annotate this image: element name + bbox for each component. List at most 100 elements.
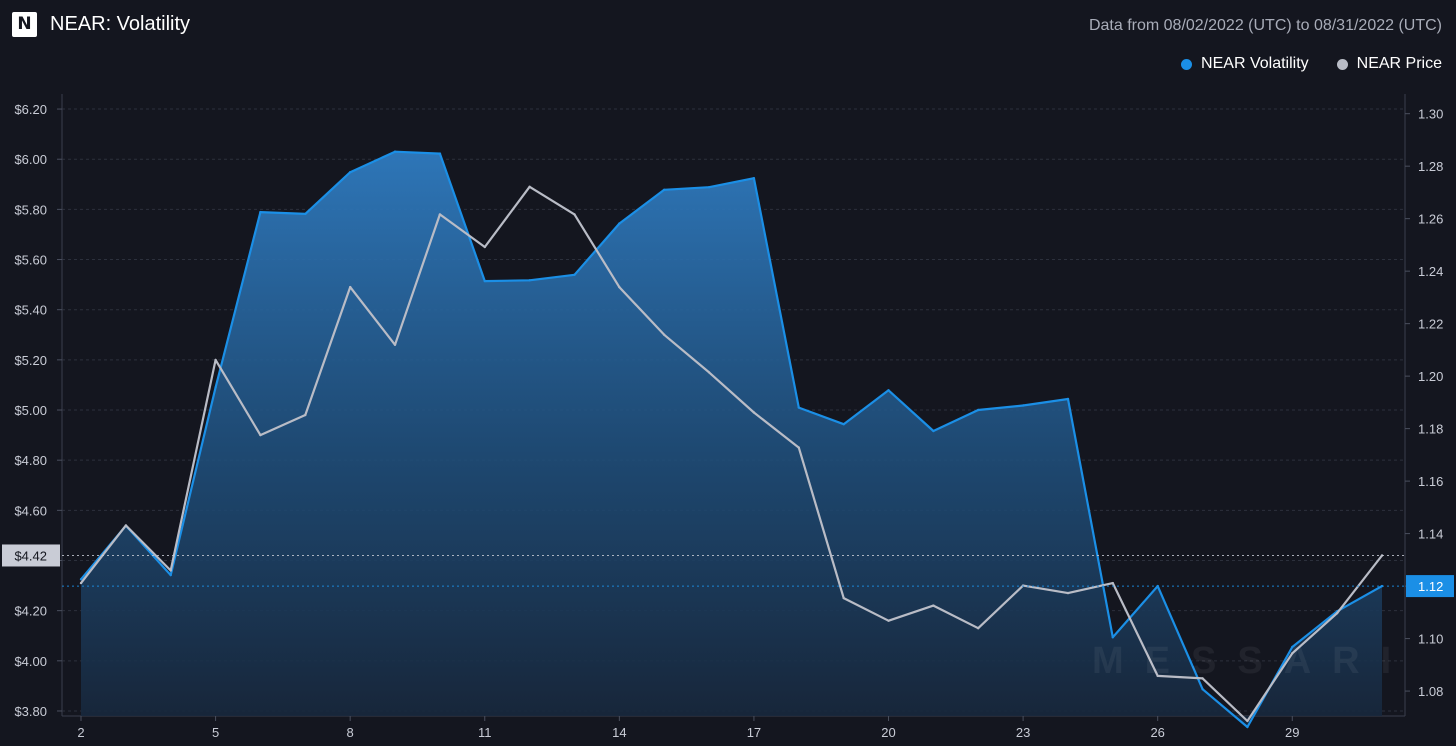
volatility-point (977, 408, 980, 412)
volatility-point (663, 188, 666, 191)
price-point (887, 619, 890, 622)
x-tick-label: 29 (1285, 725, 1299, 740)
crosshair-right-flag (1406, 575, 1454, 598)
volatility-point (1066, 397, 1070, 401)
crosshair-left-flag (2, 544, 60, 567)
y-left-tick-label: $3.80 (14, 704, 47, 719)
volatility-point (349, 171, 352, 174)
y-left-tick-label: $6.20 (14, 102, 47, 117)
x-tick-label: 2 (77, 725, 84, 740)
price-point (349, 285, 352, 289)
volatility-point (618, 222, 621, 225)
y-right-tick-label: 1.22 (1418, 317, 1443, 332)
price-point (259, 433, 262, 437)
volatility-point (169, 573, 172, 577)
price-point (1156, 674, 1159, 678)
price-point (1335, 612, 1339, 615)
volatility-point (797, 406, 800, 409)
y-left-tick-label: $5.80 (14, 202, 47, 217)
price-point (1066, 591, 1070, 595)
legend-dot-icon (1336, 58, 1348, 70)
price-point (528, 185, 531, 188)
volatility-point (1021, 404, 1025, 407)
y-right-tick-label: 1.10 (1418, 632, 1443, 647)
y-left-tick-label: $4.00 (14, 654, 47, 669)
price-point (169, 569, 172, 572)
y-left-tick-label: $4.80 (14, 453, 47, 468)
y-right-tick-label: 1.14 (1418, 527, 1443, 542)
logo-letter: N (17, 14, 32, 34)
volatility-point (304, 212, 307, 216)
price-point (393, 343, 397, 346)
legend-label: NEAR Price (1356, 55, 1442, 72)
series (79, 150, 1384, 729)
date-range: Data from 08/02/2022 (UTC) to 08/31/2022… (1088, 17, 1442, 34)
x-tick-label: 26 (1150, 725, 1164, 740)
price-point (304, 413, 307, 417)
volatility-point (1201, 688, 1204, 691)
volatility-point (887, 389, 890, 392)
legend-label: NEAR Volatility (1201, 55, 1309, 72)
y-right-tick-label: 1.26 (1418, 212, 1443, 227)
y-left-tick-label: $5.20 (14, 353, 47, 368)
legend-item-price[interactable]: NEAR Price (1336, 55, 1442, 73)
volatility-point (707, 186, 711, 189)
price-point (752, 411, 756, 414)
x-tick-label: 14 (612, 725, 626, 740)
price-point (842, 596, 845, 600)
volatility-point (528, 279, 531, 282)
volatility-point (438, 152, 442, 155)
price-point (1111, 581, 1115, 585)
price-point (1201, 677, 1204, 680)
y-right-tick-label: 1.24 (1418, 264, 1443, 279)
volatility-point (79, 578, 83, 581)
price-point (707, 371, 711, 374)
x-tick-label: 5 (212, 725, 219, 740)
volatility-point (1246, 725, 1249, 729)
price-point (483, 245, 486, 249)
y-right-tick-label: 1.30 (1418, 107, 1443, 122)
price-point (438, 213, 442, 216)
volatility-point (483, 279, 486, 283)
volatility-line (80, 150, 1383, 729)
price-point (573, 213, 576, 216)
y-right-tick-label: 1.16 (1418, 474, 1443, 489)
price-point (663, 333, 666, 336)
price-point (977, 627, 980, 630)
price-point (124, 524, 128, 527)
x-tick-label: 23 (1016, 725, 1030, 740)
messari-logo-icon: N (12, 12, 37, 37)
y-right-tick-label: 1.20 (1418, 369, 1443, 384)
legend: NEAR Volatility NEAR Price (1181, 55, 1442, 73)
chart-title: NEAR: Volatility (50, 13, 191, 35)
x-tick-label: 20 (881, 725, 895, 740)
y-right-tick-label: 1.28 (1418, 159, 1443, 174)
price-point (1246, 719, 1249, 723)
y-left-tick-label: $5.60 (14, 253, 47, 268)
x-tick-label: 11 (478, 725, 492, 740)
price-point (797, 446, 800, 449)
y-left-tick-label: $6.00 (14, 152, 47, 167)
volatility-area (81, 151, 1382, 727)
volatility-point (573, 273, 576, 276)
chart-header: N NEAR: Volatility Data from 08/02/2022 … (0, 0, 1456, 52)
volatility-point (932, 429, 935, 433)
y-left-tick-label: $4.20 (14, 604, 47, 619)
volatility-point (259, 210, 262, 214)
y-left-tick-label: $5.00 (14, 403, 47, 418)
legend-item-volatility[interactable]: NEAR Volatility (1181, 55, 1309, 73)
price-point (79, 581, 83, 585)
volatility-point (752, 177, 756, 180)
x-tick-label: 8 (347, 725, 354, 740)
price-point (214, 358, 217, 362)
volatility-point (1291, 645, 1294, 649)
price-point (932, 604, 935, 607)
y-left-tick-label: $5.40 (14, 303, 47, 318)
y-right-tick-label: 1.08 (1418, 684, 1443, 699)
volatility-point (1111, 636, 1115, 639)
price-line (80, 185, 1383, 723)
watermark: MESSARI (1092, 640, 1413, 682)
volatility-point (214, 386, 217, 389)
